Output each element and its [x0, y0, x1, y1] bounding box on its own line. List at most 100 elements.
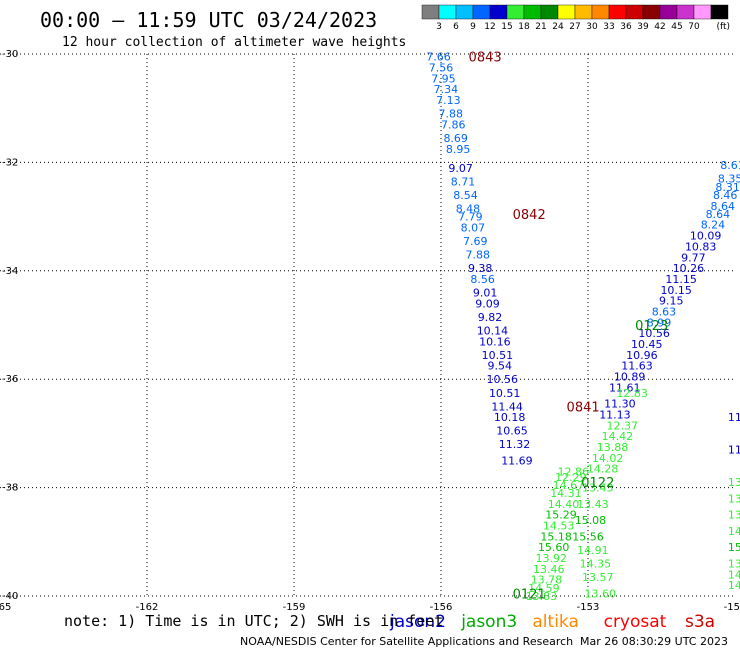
- swh-point: 8.35: [718, 173, 740, 186]
- legend-altika: altika: [532, 612, 579, 632]
- swh-point: 13.60: [585, 587, 617, 600]
- colorbar-swatch: [472, 4, 491, 20]
- colorbar-swatch: [574, 4, 593, 20]
- satellite-legend: jason2 jason3 altika cryosat s3a: [389, 612, 715, 632]
- swh-point: 8.71: [451, 175, 476, 188]
- swh-point: 9.09: [475, 297, 500, 310]
- swh-point: 7.86: [441, 118, 466, 131]
- swh-point: 8.31: [715, 181, 740, 194]
- axis-ticks: -165 -162 -159 -156 -153 -150 -30 -32 -34 -36 -38 -…: [0, 49, 740, 613]
- colorbar-label: 24: [552, 22, 564, 32]
- swh-point: 12.86: [558, 465, 590, 478]
- y-tick-label: -36: [2, 374, 18, 385]
- pass-label: 0843: [469, 51, 502, 66]
- x-tick-label: -159: [283, 602, 306, 613]
- swh-point: 10.16: [479, 335, 511, 348]
- legend-s3a: s3a: [685, 612, 715, 632]
- swh-point: 8.64: [706, 208, 731, 221]
- swh-point: 15.x: [728, 541, 740, 554]
- swh-point: 15.60: [538, 541, 570, 554]
- legend-jason2: jason2: [389, 612, 446, 632]
- swh-point: 13.46: [533, 563, 565, 576]
- swh-point: 10.26: [673, 262, 705, 275]
- swh-point: 10.56: [638, 327, 670, 340]
- swh-point: 7.66: [426, 51, 451, 64]
- y-tick-label: -30: [2, 49, 18, 60]
- y-tick-label: -38: [2, 483, 18, 494]
- swh-point: 8.48: [456, 202, 481, 215]
- swh-point: 7.34: [434, 83, 459, 96]
- swh-point: 14.67: [553, 479, 585, 492]
- colorbar-swatch: [659, 4, 678, 20]
- legend-jason3: jason3: [460, 612, 517, 632]
- swh-point: 10.51: [482, 349, 514, 362]
- colorbar-swatch: [608, 4, 627, 20]
- swh-point: 7.88: [466, 249, 491, 262]
- colorbar-swatch: [710, 4, 729, 20]
- colorbar-swatch: [557, 4, 576, 20]
- swh-point: 8.46: [713, 189, 738, 202]
- colorbar-label: 39: [637, 22, 649, 32]
- swh-point: 8.24: [701, 219, 726, 232]
- swh-point: 9.77: [681, 251, 706, 264]
- chart-title: 00:00 – 11:59 UTC 03/24/2023: [40, 8, 377, 32]
- swh-point: 9.54: [488, 360, 513, 373]
- swh-point: 15.08: [575, 514, 607, 527]
- swh-point: 7.95: [431, 72, 456, 85]
- footer-timestamp: Mar 26 08:30:29 UTC 2023: [580, 635, 728, 648]
- swh-point: 7.88: [439, 108, 464, 121]
- colorbar-label: 9: [470, 22, 476, 32]
- swh-point: 13.x: [728, 509, 740, 522]
- colorbar-swatch: [506, 4, 525, 20]
- swh-point: 14.91: [577, 544, 609, 557]
- data-points: 7.667.567.957.347.137.887.868.698.959.07…: [426, 51, 740, 603]
- colorbar-label: 6: [453, 22, 459, 32]
- colorbar-swatch: [676, 4, 695, 20]
- colorbar-swatch: [455, 4, 474, 20]
- colorbar-label: 42: [654, 22, 665, 32]
- swh-point: 10.96: [626, 349, 658, 362]
- swh-point: 13.x: [728, 557, 740, 570]
- swh-point: 13.88: [597, 441, 629, 454]
- colorbar-swatch: [591, 4, 610, 20]
- swh-point: 8.54: [453, 189, 478, 202]
- swh-point: 14.42: [602, 430, 634, 443]
- swh-point: 11.44: [491, 400, 523, 413]
- swh-point: 8.95: [446, 143, 471, 156]
- swh-point: 10.83: [685, 240, 717, 253]
- swh-point: 8.07: [461, 221, 486, 234]
- colorbar-label: 36: [620, 22, 632, 32]
- swh-point: 14.59: [528, 582, 560, 595]
- grid-lines: [0, 53, 735, 597]
- swh-point: 15.29: [545, 509, 577, 522]
- swh-point: 13.43: [582, 482, 614, 495]
- swh-point: 10.14: [477, 324, 509, 337]
- colorbar-label: 27: [569, 22, 580, 32]
- colorbar-unit: (ft): [716, 22, 730, 32]
- swh-point: 10.18: [494, 411, 526, 424]
- colorbar-label: 12: [484, 22, 495, 32]
- swh-point: 13.83: [526, 590, 558, 603]
- swh-point: 11.13: [599, 408, 631, 421]
- swh-point: 9.15: [659, 295, 684, 308]
- swh-point: 14.x: [728, 579, 740, 592]
- y-tick-label: -34: [2, 266, 18, 277]
- colorbar-label: 18: [518, 22, 530, 32]
- colorbar-swatch: [421, 4, 440, 20]
- colorbar-swatch: [625, 4, 644, 20]
- swh-point: 8.61: [720, 159, 740, 172]
- swh-point: 14.53: [543, 520, 575, 533]
- swh-point: 9.82: [478, 311, 503, 324]
- swh-point: 10.56: [487, 373, 519, 386]
- swh-point: 13.78: [531, 574, 563, 587]
- colorbar-label: 15: [501, 22, 512, 32]
- swh-point: 11.15: [665, 273, 697, 286]
- x-tick-label: -162: [136, 602, 159, 613]
- swh-point: 12.29: [555, 471, 587, 484]
- legend-cryosat: cryosat: [604, 612, 667, 632]
- swh-point: 14.40: [548, 498, 580, 511]
- swh-point: 14.02: [592, 452, 624, 465]
- swh-point: 11.x: [728, 411, 740, 424]
